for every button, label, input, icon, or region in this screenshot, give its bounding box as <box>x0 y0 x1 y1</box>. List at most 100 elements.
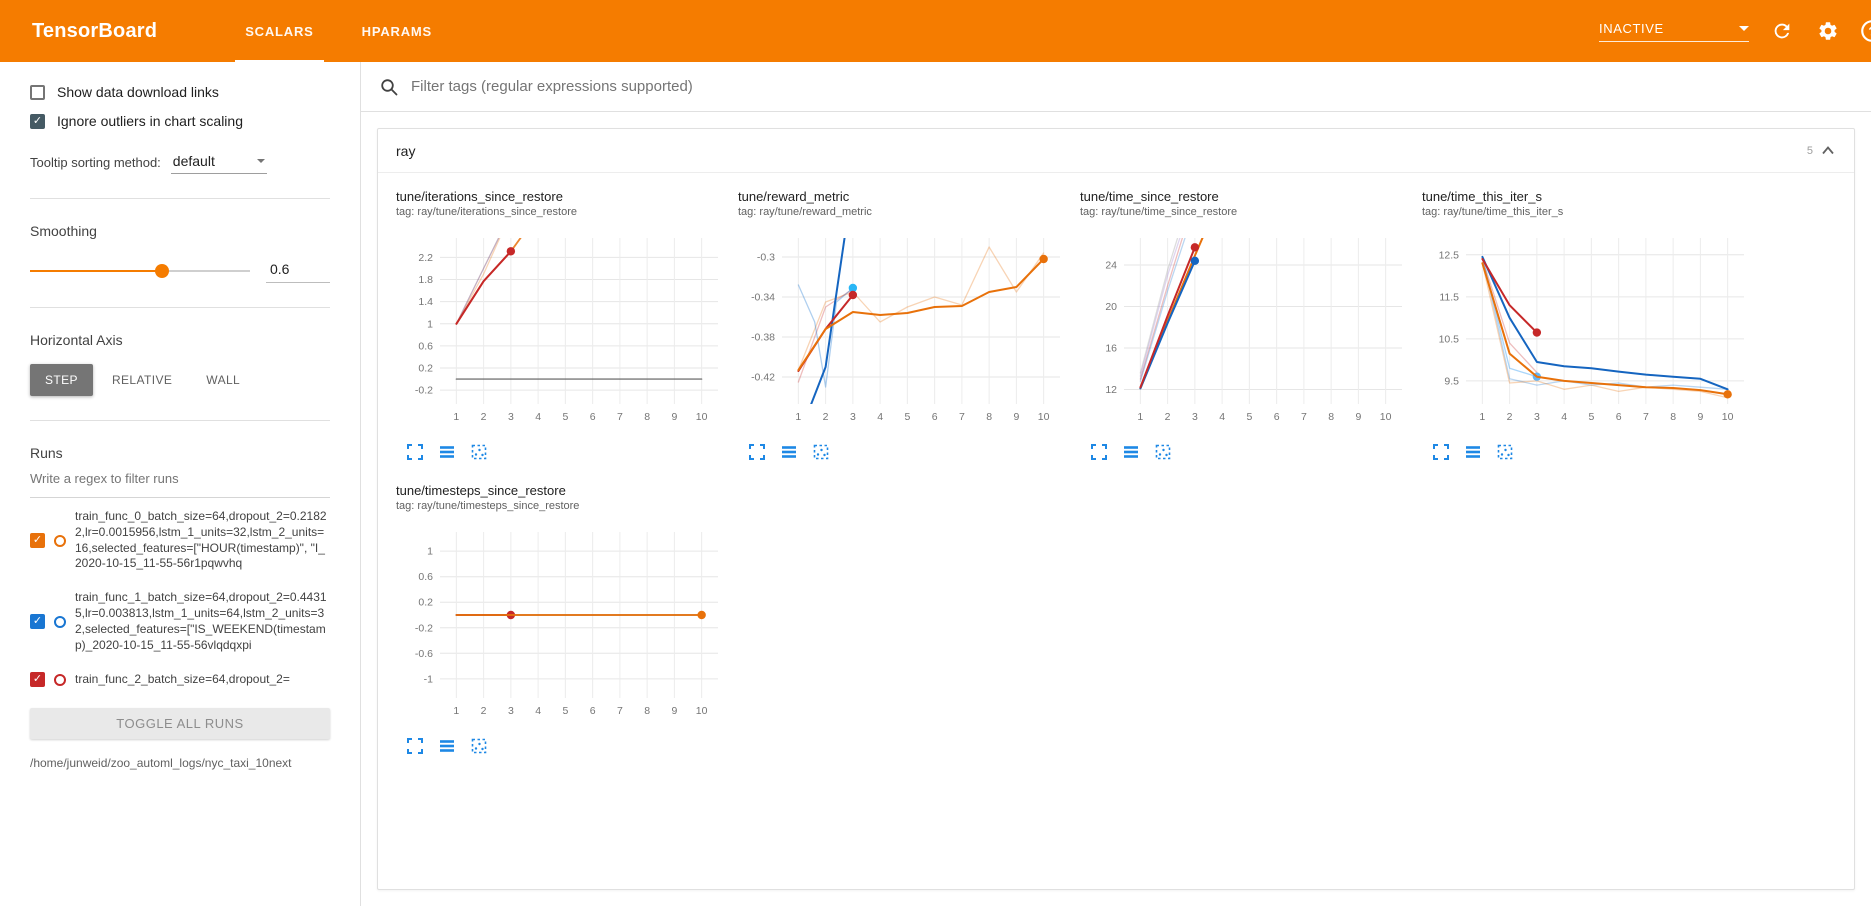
run-radio[interactable] <box>54 534 66 547</box>
run-checkbox[interactable]: ✓ <box>30 614 45 630</box>
sidebar-divider <box>30 420 330 421</box>
pin-chart-icon[interactable] <box>1154 443 1172 461</box>
settings-checkbox-1[interactable]: ✓ Ignore outliers in chart scaling <box>30 113 330 129</box>
svg-text:20: 20 <box>1105 301 1117 313</box>
svg-text:8: 8 <box>1670 411 1676 423</box>
pin-chart-icon[interactable] <box>812 443 830 461</box>
svg-text:0.6: 0.6 <box>418 571 433 583</box>
tag-group-card: ray 5 tune/iterations_since_restore tag: … <box>377 128 1855 890</box>
axis-button-wall[interactable]: WALL <box>191 364 255 396</box>
run-item[interactable]: ✓ train_func_2_batch_size=64,dropout_2= <box>30 663 330 697</box>
chart-toolbar <box>738 443 1080 461</box>
toggle-runs-icon[interactable] <box>1464 443 1482 461</box>
svg-text:12.5: 12.5 <box>1439 249 1460 261</box>
svg-text:10.5: 10.5 <box>1439 333 1460 345</box>
checkbox-icon[interactable]: ✓ <box>30 84 45 100</box>
chevron-up-icon[interactable] <box>1820 143 1836 159</box>
chart-tag: tag: ray/tune/timesteps_since_restore <box>396 500 580 512</box>
svg-text:1: 1 <box>795 411 801 423</box>
horizontal-axis-label: Horizontal Axis <box>30 332 123 348</box>
expand-chart-icon[interactable] <box>1432 443 1450 461</box>
tag-group-header[interactable]: ray 5 <box>378 129 1854 173</box>
toggle-runs-icon[interactable] <box>1122 443 1140 461</box>
smoothing-slider-knob[interactable] <box>155 264 169 278</box>
svg-text:1.8: 1.8 <box>418 274 433 286</box>
status-dropdown-value: INACTIVE <box>1599 20 1664 36</box>
svg-text:2: 2 <box>823 411 829 423</box>
app-header: TensorBoard SCALARS HPARAMS INACTIVE ? <box>0 0 1871 62</box>
run-checkbox[interactable]: ✓ <box>30 672 45 688</box>
svg-text:4: 4 <box>1219 411 1225 423</box>
svg-text:8: 8 <box>986 411 992 423</box>
help-icon[interactable]: ? <box>1859 18 1871 49</box>
header-actions: INACTIVE <box>1599 18 1871 44</box>
axis-button-relative[interactable]: RELATIVE <box>97 364 187 396</box>
chart-grid: tune/iterations_since_restore tag: ray/tu… <box>378 173 1854 777</box>
tag-filter-input[interactable] <box>411 78 1853 95</box>
svg-text:-1: -1 <box>424 673 433 685</box>
pin-chart-icon[interactable] <box>1496 443 1514 461</box>
tag-group-meta: 5 <box>1807 143 1836 159</box>
tag-group-count: 5 <box>1806 144 1813 157</box>
expand-chart-icon[interactable] <box>406 737 424 755</box>
settings-icon[interactable] <box>1815 18 1841 44</box>
axis-button-step[interactable]: STEP <box>30 364 93 396</box>
run-item[interactable]: ✓ train_func_0_batch_size=64,dropout_2=0.… <box>30 500 330 581</box>
toggle-runs-icon[interactable] <box>438 443 456 461</box>
svg-text:2: 2 <box>1165 411 1171 423</box>
status-dropdown[interactable]: INACTIVE <box>1599 21 1749 42</box>
pin-chart-icon[interactable] <box>470 443 488 461</box>
refresh-icon[interactable] <box>1769 18 1795 44</box>
svg-text:6: 6 <box>590 705 596 717</box>
smoothing-slider[interactable] <box>30 264 250 278</box>
run-item[interactable]: ✓ train_func_1_batch_size=64,dropout_2=0.… <box>30 581 330 662</box>
svg-text:9.5: 9.5 <box>1444 375 1459 387</box>
app-title: TensorBoard <box>32 19 158 42</box>
svg-text:7: 7 <box>959 411 965 423</box>
svg-text:10: 10 <box>696 705 708 717</box>
svg-text:2: 2 <box>1507 411 1513 423</box>
chart-plot[interactable]: 9.5 10.5 11.5 12.5 1 2 3 4 5 6 7 8 9 10 <box>1422 228 1754 430</box>
chart-plot[interactable]: -0.42 -0.38 -0.34 -0.3 1 2 3 4 5 6 7 8 9 10 <box>738 228 1070 430</box>
tab-scalars[interactable]: SCALARS <box>221 0 337 62</box>
toggle-runs-icon[interactable] <box>780 443 798 461</box>
expand-chart-icon[interactable] <box>1090 443 1108 461</box>
tooltip-sorting-value: default <box>172 153 215 169</box>
settings-checkbox-0[interactable]: ✓ Show data download links <box>30 84 330 100</box>
log-directory-path: /home/junweid/zoo_automl_logs/nyc_taxi_1… <box>30 756 292 770</box>
svg-text:-0.2: -0.2 <box>415 622 433 634</box>
smoothing-row: 0.6 <box>30 259 330 283</box>
chart-plot[interactable]: -1 -0.6 -0.2 0.2 0.6 1 1 2 3 4 5 6 7 8 9 10 <box>396 522 728 724</box>
svg-text:8: 8 <box>644 411 650 423</box>
svg-text:-0.2: -0.2 <box>415 385 433 397</box>
svg-text:1: 1 <box>453 411 459 423</box>
svg-text:1: 1 <box>427 318 433 330</box>
svg-text:4: 4 <box>1561 411 1567 423</box>
chart-tag: tag: ray/tune/time_this_iter_s <box>1422 206 1564 218</box>
svg-text:6: 6 <box>932 411 938 423</box>
chart-tag: tag: ray/tune/time_since_restore <box>1080 206 1238 218</box>
run-checkbox[interactable]: ✓ <box>30 533 45 549</box>
run-filter-input[interactable] <box>30 461 330 498</box>
toggle-runs-icon[interactable] <box>438 737 456 755</box>
chart-plot[interactable]: -0.2 0.2 0.6 1 1.4 1.8 2.2 1 2 3 4 5 6 7 8 9 10 <box>396 228 728 430</box>
svg-text:6: 6 <box>590 411 596 423</box>
search-icon <box>379 77 399 97</box>
svg-text:8: 8 <box>644 705 650 717</box>
smoothing-value-input[interactable]: 0.6 <box>266 259 330 283</box>
expand-chart-icon[interactable] <box>406 443 424 461</box>
run-radio[interactable] <box>54 615 66 628</box>
chart-title: tune/reward_metric <box>738 189 850 204</box>
expand-chart-icon[interactable] <box>748 443 766 461</box>
pin-chart-icon[interactable] <box>470 737 488 755</box>
tab-hparams[interactable]: HPARAMS <box>361 23 432 39</box>
run-radio[interactable] <box>54 673 66 686</box>
smoothing-label: Smoothing <box>30 223 97 239</box>
checkbox-icon[interactable]: ✓ <box>30 113 45 129</box>
toggle-all-runs-button[interactable]: TOGGLE ALL RUNS <box>30 708 330 739</box>
tooltip-sorting-select[interactable]: default <box>170 153 267 174</box>
svg-text:-0.34: -0.34 <box>751 292 775 304</box>
svg-text:3: 3 <box>850 411 856 423</box>
chart-toolbar <box>396 737 738 755</box>
